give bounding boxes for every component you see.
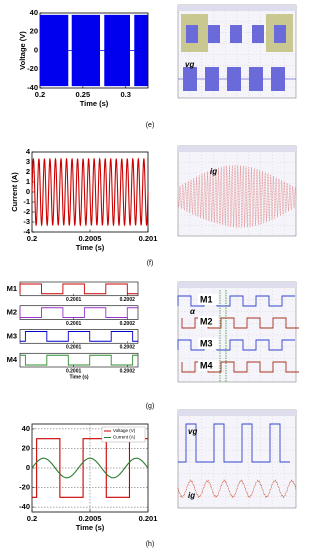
legend-box [101,426,146,443]
y-tick-label: -40 [19,502,30,511]
panel-label: (g) [146,403,155,410]
square-wave [20,331,138,342]
panel-label: (h) [146,541,155,548]
x-axis-label: Time (s) [80,99,109,108]
x-tick-label: 0.2002 [120,345,136,351]
scope-trace [186,25,198,43]
y-tick-label: 0 [26,187,30,196]
square-wave [19,283,138,295]
y-tick-label: -20 [27,64,38,73]
scope-trace [177,339,295,351]
y-tick-label: 40 [22,424,30,433]
scope-header [178,5,296,11]
y-axis-label: Current (A) [10,172,19,212]
row-label: M1 [7,284,17,293]
y-tick-label: -40 [27,83,38,92]
panel-label: (e) [146,122,155,129]
y-axis-label: Voltage (V) [18,31,27,70]
square-wave [32,438,148,498]
y-tick-label: -1 [23,197,30,206]
x-tick-label: 0.2001 [66,368,82,374]
x-axis-label: Time (s) [76,523,105,532]
sine-line [31,157,149,227]
scope-label: vg [188,427,197,436]
y-tick-label: 0 [26,463,30,472]
scope-header [178,282,296,288]
row-label: M4 [7,355,18,364]
x-tick-label: 0.2001 [66,321,82,327]
legend-label: Voltage (V) [113,428,136,433]
y-tick-label: -20 [19,483,30,492]
pwm-block [71,14,100,87]
x-tick-label: 0.3 [120,90,130,99]
x-axis-label: Time (s) [76,243,105,252]
x-tick-label: 0.2002 [120,368,136,374]
scope-label: M1 [200,294,213,304]
pwm-block [40,14,69,87]
x-tick-label: 0.2 [27,234,37,243]
square-wave [19,307,138,318]
panel-label: (f) [147,260,154,267]
scope-trace [177,165,297,228]
y-tick-label: -3 [23,217,30,226]
y-tick-label: 2 [26,167,30,176]
pwm-block [104,14,130,87]
scope-trace [274,25,286,43]
pwm-block [134,14,148,87]
scope-label-bg [198,316,218,327]
scope-label: M2 [200,316,213,326]
scope-trace [181,317,299,329]
y-tick-label: 20 [22,443,30,452]
scope-trace [181,361,299,373]
x-tick-label: 0.2002 [120,297,136,303]
scope-trace [177,295,295,307]
scope-header [178,146,296,152]
y-tick-label: 3 [26,157,30,166]
x-tick-label: 0.25 [76,90,91,99]
scope-label: α [190,307,196,316]
figure: (e) (f) (g) (h) 0.2 0.25 0.3-40-2002040Tim… [7,4,299,548]
row-label: M3 [7,331,17,340]
y-tick-label: -2 [23,207,30,216]
y-tick-label: 1 [26,177,30,186]
x-tick-label: 0.2005 [79,234,102,243]
x-tick-label: 0.201 [139,234,158,243]
scope-label-bg [198,338,218,349]
scope-label: vg [185,60,194,69]
y-tick-label: 20 [30,27,38,36]
x-tick-label: 0.2002 [120,321,136,327]
x-tick-label: 0.2 [27,514,37,523]
scope-label-bg [198,360,218,371]
row-label: M2 [7,308,17,317]
sine-line [31,457,149,479]
scope-label: ig [210,167,217,176]
x-tick-label: 0.2005 [79,514,102,523]
subplot-frame [19,352,139,368]
scope-trace [252,25,264,43]
scope-trace [230,25,242,43]
square-wave [20,354,138,366]
x-tick-label: 0.2001 [66,345,82,351]
subplot-frame [19,329,139,344]
legend-label: Current (A) [113,435,136,440]
x-tick-label: 0.2001 [66,297,82,303]
scope-screen [177,281,297,383]
x-tick-label: 0.2 [35,90,45,99]
scope-trace [178,423,290,463]
scope-label-bg [198,294,218,305]
scope-header [178,410,296,416]
y-tick-label: 4 [26,147,31,156]
scope-trace [177,479,297,499]
y-tick-label: 0 [34,45,38,54]
scope-label: M4 [200,360,213,370]
y-tick-label: 40 [30,8,38,17]
scope-trace [208,25,220,43]
x-axis-label: Time (s) [69,374,88,380]
x-tick-label: 0.201 [139,514,158,523]
scope-label: ig [188,491,195,500]
y-tick-label: -4 [23,227,30,236]
scope-label: M3 [200,338,213,348]
